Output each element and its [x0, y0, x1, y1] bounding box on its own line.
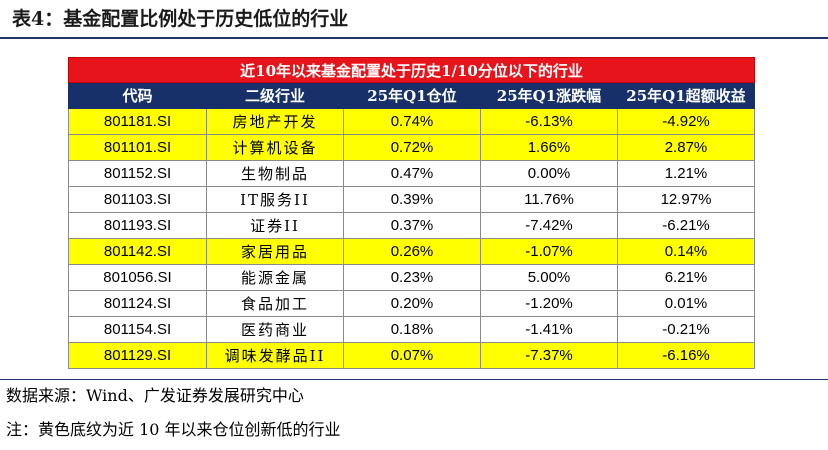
cell-excess: 0.14% [617, 238, 755, 265]
table-row: 801193.SI 证券II 0.37% -7.42% -6.21% [68, 212, 755, 239]
cell-industry: 证券II [206, 212, 344, 239]
cell-code: 801129.SI [68, 342, 207, 369]
cell-excess: -6.21% [617, 212, 755, 239]
cell-excess: 6.21% [617, 264, 755, 291]
table-body: 801181.SI 房地产开发 0.74% -6.13% -4.92% 801101.SI… [68, 108, 755, 369]
cell-code: 801152.SI [68, 160, 207, 187]
cell-excess: 2.87% [617, 134, 755, 161]
cell-position: 0.26% [343, 238, 481, 265]
cell-code: 801193.SI [68, 212, 207, 239]
cell-change: -1.07% [480, 238, 618, 265]
cell-excess: -6.16% [617, 342, 755, 369]
cell-industry: 食品加工 [206, 290, 344, 317]
cell-industry: 房地产开发 [206, 108, 344, 135]
cell-change: 11.76% [480, 186, 618, 213]
table-row: 801152.SI 生物制品 0.47% 0.00% 1.21% [68, 160, 755, 187]
cell-industry: 调味发酵品II [206, 342, 344, 369]
cell-position: 0.07% [343, 342, 481, 369]
table-row: 801056.SI 能源金属 0.23% 5.00% 6.21% [68, 264, 755, 291]
cell-position: 0.39% [343, 186, 481, 213]
cell-code: 801056.SI [68, 264, 207, 291]
table-row: 801142.SI 家居用品 0.26% -1.07% 0.14% [68, 238, 755, 265]
cell-excess: -0.21% [617, 316, 755, 343]
cell-change: -1.20% [480, 290, 618, 317]
table-row: 801124.SI 食品加工 0.20% -1.20% 0.01% [68, 290, 755, 317]
page-title: 表4：基金配置比例处于历史低位的行业 [12, 8, 349, 30]
title-divider [0, 37, 828, 39]
cell-position: 0.23% [343, 264, 481, 291]
header-industry: 二级行业 [206, 82, 344, 109]
cell-industry: 生物制品 [206, 160, 344, 187]
cell-position: 0.72% [343, 134, 481, 161]
cell-industry: 医药商业 [206, 316, 344, 343]
cell-position: 0.74% [343, 108, 481, 135]
cell-change: -7.42% [480, 212, 618, 239]
header-position: 25年Q1仓位 [343, 82, 481, 109]
cell-change: 1.66% [480, 134, 618, 161]
footer-divider [0, 379, 828, 380]
cell-change: 5.00% [480, 264, 618, 291]
source-note: 数据来源：Wind、广发证券发展研究中心 [6, 386, 304, 405]
cell-excess: 0.01% [617, 290, 755, 317]
cell-code: 801103.SI [68, 186, 207, 213]
header-excess: 25年Q1超额收益 [617, 82, 755, 109]
cell-excess: 1.21% [617, 160, 755, 187]
cell-code: 801142.SI [68, 238, 207, 265]
table-row: 801129.SI 调味发酵品II 0.07% -7.37% -6.16% [68, 342, 755, 369]
table-row: 801181.SI 房地产开发 0.74% -6.13% -4.92% [68, 108, 755, 135]
header-change: 25年Q1涨跌幅 [480, 82, 618, 109]
cell-change: -7.37% [480, 342, 618, 369]
footnote: 注：黄色底纹为近 10 年以来仓位创新低的行业 [6, 420, 341, 439]
table-row: 801103.SI IT服务II 0.39% 11.76% 12.97% [68, 186, 755, 213]
cell-position: 0.20% [343, 290, 481, 317]
cell-code: 801154.SI [68, 316, 207, 343]
table-row: 801154.SI 医药商业 0.18% -1.41% -0.21% [68, 316, 755, 343]
cell-position: 0.18% [343, 316, 481, 343]
table-banner-row: 近10年以来基金配置处于历史1/10分位以下的行业 [68, 57, 755, 83]
cell-code: 801181.SI [68, 108, 207, 135]
table-row: 801101.SI 计算机设备 0.72% 1.66% 2.87% [68, 134, 755, 161]
cell-position: 0.37% [343, 212, 481, 239]
cell-industry: 计算机设备 [206, 134, 344, 161]
table-banner: 近10年以来基金配置处于历史1/10分位以下的行业 [68, 57, 755, 83]
cell-excess: 12.97% [617, 186, 755, 213]
cell-excess: -4.92% [617, 108, 755, 135]
cell-position: 0.47% [343, 160, 481, 187]
cell-change: -6.13% [480, 108, 618, 135]
industry-table: 近10年以来基金配置处于历史1/10分位以下的行业 代码 二级行业 25年Q1仓… [68, 57, 755, 369]
cell-change: 0.00% [480, 160, 618, 187]
cell-industry: 家居用品 [206, 238, 344, 265]
table-header-row: 代码 二级行业 25年Q1仓位 25年Q1涨跌幅 25年Q1超额收益 [68, 82, 755, 109]
cell-change: -1.41% [480, 316, 618, 343]
header-code: 代码 [68, 82, 207, 109]
cell-code: 801124.SI [68, 290, 207, 317]
cell-code: 801101.SI [68, 134, 207, 161]
cell-industry: 能源金属 [206, 264, 344, 291]
cell-industry: IT服务II [206, 186, 344, 213]
